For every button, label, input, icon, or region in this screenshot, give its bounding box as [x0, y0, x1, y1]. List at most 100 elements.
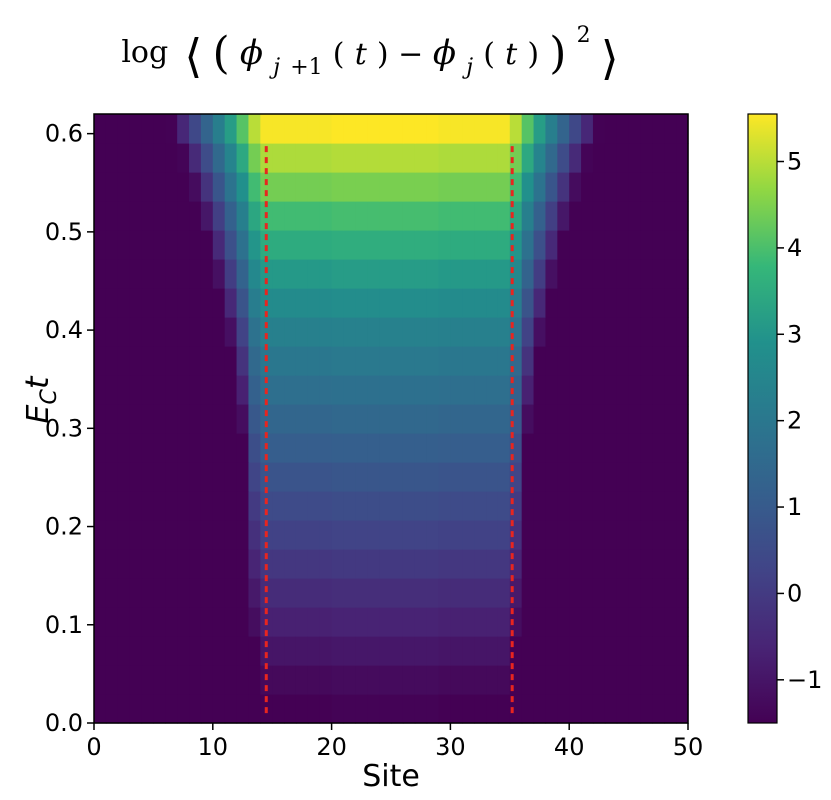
heatmap-cell — [129, 404, 143, 434]
heatmap-cell — [284, 375, 297, 405]
heatmap-cell — [284, 636, 297, 666]
heatmap-cell — [557, 491, 570, 521]
heatmap-cell — [676, 694, 689, 724]
heatmap-cell — [414, 665, 428, 695]
heatmap-cell — [272, 578, 285, 608]
heatmap-cell — [402, 317, 416, 347]
heatmap-cell — [295, 578, 309, 608]
heatmap-cell — [545, 375, 558, 405]
heatmap-cell — [474, 694, 487, 724]
heatmap-cell — [628, 375, 642, 405]
heatmap-cell — [604, 404, 618, 434]
heatmap-cell — [307, 201, 321, 231]
heatmap-cell — [414, 259, 428, 289]
heatmap-cell — [402, 172, 416, 202]
heatmap-cell — [640, 665, 653, 695]
heatmap-cell — [319, 491, 333, 521]
heatmap-cell — [141, 114, 154, 144]
heatmap-cell — [248, 491, 261, 521]
heatmap-cell — [165, 607, 178, 637]
heatmap-cell — [462, 288, 475, 318]
heatmap-cell — [569, 288, 582, 318]
heatmap-cell — [307, 404, 321, 434]
heatmap-cell — [212, 201, 226, 231]
heatmap-cell — [141, 549, 154, 579]
heatmap-cell — [284, 549, 297, 579]
heatmap-cell — [129, 607, 143, 637]
heatmap-cell — [652, 259, 665, 289]
heatmap-cell — [367, 578, 380, 608]
heatmap-cell — [94, 520, 107, 550]
heatmap-cell — [652, 520, 665, 550]
heatmap-cell — [616, 694, 630, 724]
heatmap-cell — [272, 549, 285, 579]
heatmap-cell — [486, 404, 499, 434]
heatmap-cell — [545, 665, 558, 695]
heatmap-cell — [486, 665, 499, 695]
heatmap-cell — [652, 578, 665, 608]
x-tick-label: 0 — [86, 733, 101, 761]
heatmap-cell — [331, 433, 345, 463]
heatmap-cell — [628, 665, 642, 695]
heatmap-cell — [616, 201, 630, 231]
heatmap-cell — [129, 433, 143, 463]
heatmap-cell — [236, 607, 250, 637]
heatmap-cell — [248, 288, 261, 318]
heatmap-cell — [117, 259, 131, 289]
heatmap-cell — [129, 259, 143, 289]
heatmap-cell — [260, 114, 273, 144]
heatmap-cell — [581, 201, 594, 231]
heatmap-cell — [248, 549, 261, 579]
heatmap-cell — [664, 665, 677, 695]
heatmap-cell — [545, 288, 558, 318]
heatmap-cell — [331, 201, 345, 231]
heatmap-cell — [497, 665, 511, 695]
heatmap-cell — [521, 578, 535, 608]
heatmap-cell — [224, 201, 238, 231]
heatmap-cell — [319, 665, 333, 695]
colorbar-tick-label: 2 — [787, 407, 802, 435]
heatmap-cell — [462, 317, 475, 347]
heatmap-cell — [343, 665, 356, 695]
x-tick-label: 20 — [316, 733, 347, 761]
heatmap-cell — [545, 201, 558, 231]
heatmap-cell — [652, 404, 665, 434]
heatmap-cell — [497, 230, 511, 260]
heatmap-cell — [355, 694, 368, 724]
heatmap-cell — [260, 317, 273, 347]
heatmap-cell — [569, 230, 582, 260]
heatmap-cell — [307, 578, 321, 608]
heatmap-cell — [94, 172, 107, 202]
heatmap-cell — [462, 346, 475, 376]
heatmap-cell — [355, 172, 368, 202]
heatmap-cell — [557, 114, 570, 144]
heatmap-cell — [462, 578, 475, 608]
heatmap-cell — [450, 433, 463, 463]
heatmap-cell — [189, 694, 202, 724]
heatmap-cell — [117, 491, 131, 521]
heatmap-cell — [129, 143, 143, 173]
heatmap-cell — [462, 259, 475, 289]
heatmap-cell — [628, 201, 642, 231]
heatmap-cell — [165, 665, 178, 695]
heatmap-cell — [497, 549, 511, 579]
heatmap-cell — [652, 433, 665, 463]
heatmap-cell — [367, 317, 380, 347]
heatmap-cell — [272, 520, 285, 550]
heatmap-cell — [438, 433, 451, 463]
heatmap-cell — [367, 636, 380, 666]
heatmap-cell — [533, 578, 547, 608]
heatmap-cell — [105, 172, 119, 202]
heatmap-cell — [581, 433, 594, 463]
heatmap-cell — [224, 665, 238, 695]
heatmap-cell — [581, 259, 594, 289]
heatmap-cell — [331, 462, 345, 492]
heatmap-cell — [153, 375, 166, 405]
heatmap-cell — [236, 346, 250, 376]
heatmap-cell — [676, 462, 689, 492]
heatmap-cell — [319, 317, 333, 347]
heatmap-cell — [165, 143, 178, 173]
heatmap-cell — [200, 143, 214, 173]
heatmap-cell — [664, 259, 677, 289]
heatmap-cell — [177, 607, 190, 637]
